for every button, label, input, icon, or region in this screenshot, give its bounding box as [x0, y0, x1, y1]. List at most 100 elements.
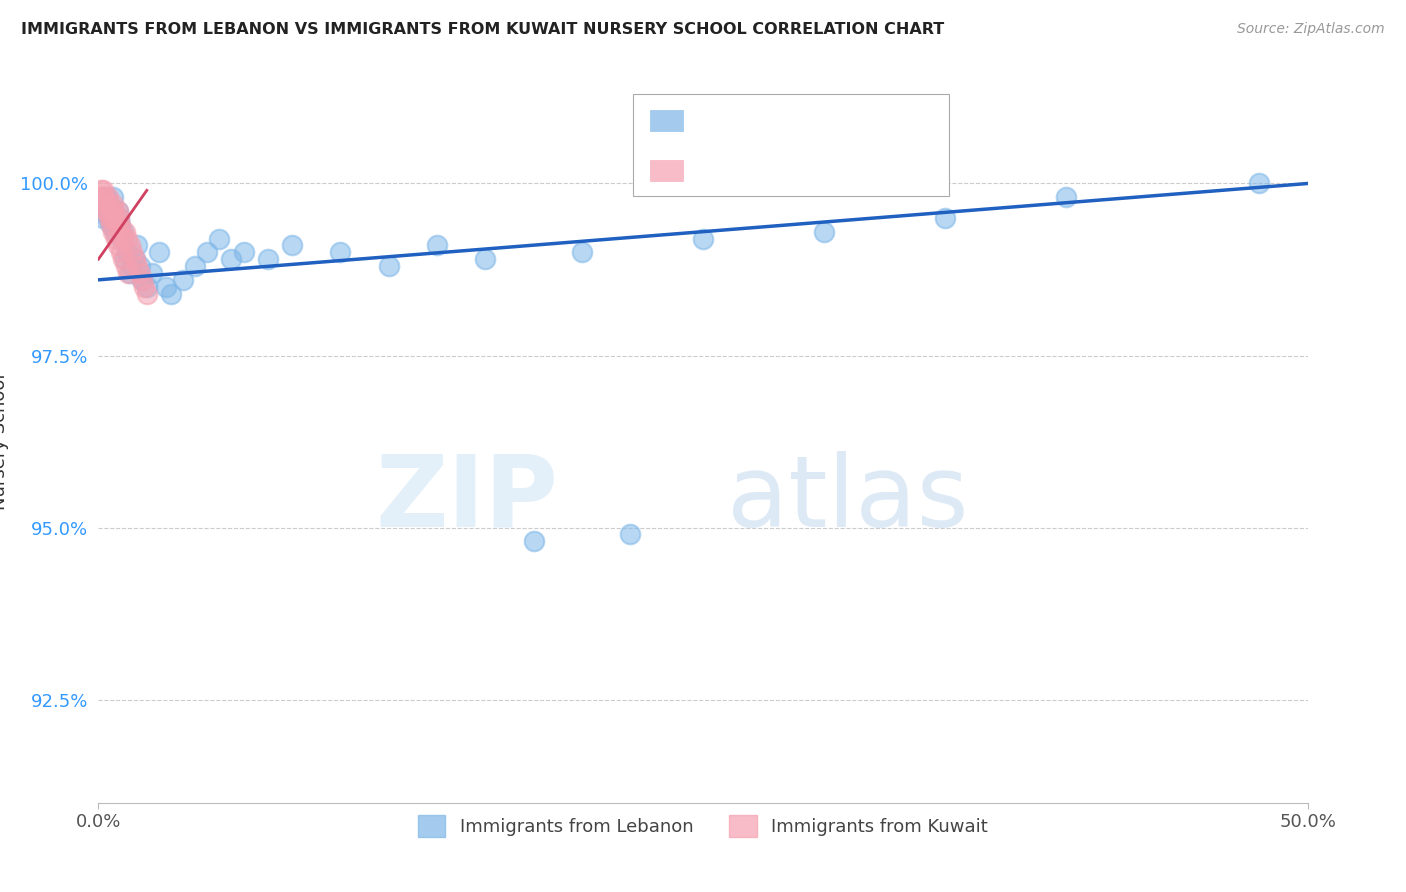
- Point: [96, 204, 118, 219]
- Point: [91, 190, 114, 204]
- Point: [377, 259, 399, 273]
- Point: [103, 225, 125, 239]
- Point: [329, 245, 352, 260]
- Point: [90, 183, 112, 197]
- Point: [1249, 177, 1271, 191]
- Point: [172, 273, 194, 287]
- Point: [104, 231, 127, 245]
- Point: [114, 259, 136, 273]
- Point: [523, 534, 546, 549]
- Legend: Immigrants from Lebanon, Immigrants from Kuwait: Immigrants from Lebanon, Immigrants from…: [411, 808, 995, 845]
- Point: [131, 273, 153, 287]
- Point: [97, 211, 120, 225]
- Point: [91, 211, 114, 225]
- Point: [110, 245, 132, 260]
- Point: [619, 527, 641, 541]
- Point: [96, 204, 118, 219]
- Point: [94, 190, 117, 204]
- Point: [128, 259, 150, 273]
- Text: R = 0.425    N = 42: R = 0.425 N = 42: [689, 169, 896, 187]
- Point: [107, 204, 129, 219]
- Point: [108, 211, 131, 225]
- Point: [184, 259, 207, 273]
- Point: [94, 197, 117, 211]
- Point: [108, 218, 131, 232]
- Point: [108, 211, 131, 225]
- Point: [98, 197, 121, 211]
- Point: [104, 211, 127, 225]
- Point: [111, 225, 134, 239]
- Point: [105, 218, 128, 232]
- Point: [108, 218, 131, 232]
- Point: [141, 266, 163, 280]
- Point: [121, 245, 143, 260]
- Point: [118, 238, 141, 252]
- Point: [112, 252, 135, 267]
- Point: [813, 225, 835, 239]
- Point: [160, 286, 183, 301]
- Point: [127, 238, 149, 252]
- Point: [221, 252, 243, 267]
- Point: [148, 245, 170, 260]
- Point: [104, 225, 127, 239]
- Point: [93, 197, 115, 211]
- Point: [1054, 190, 1077, 204]
- Text: atlas: atlas: [727, 450, 969, 548]
- Point: [97, 211, 120, 225]
- Point: [100, 218, 122, 232]
- Point: [135, 279, 157, 293]
- Point: [474, 252, 496, 267]
- Point: [101, 197, 124, 211]
- Point: [281, 238, 304, 252]
- Point: [110, 231, 132, 245]
- Point: [121, 259, 143, 273]
- Point: [111, 231, 134, 245]
- Point: [93, 197, 115, 211]
- Point: [135, 286, 157, 301]
- Text: IMMIGRANTS FROM LEBANON VS IMMIGRANTS FROM KUWAIT NURSERY SCHOOL CORRELATION CHA: IMMIGRANTS FROM LEBANON VS IMMIGRANTS FR…: [21, 22, 945, 37]
- Point: [96, 204, 118, 219]
- Point: [98, 197, 121, 211]
- Point: [127, 259, 149, 273]
- Point: [131, 273, 153, 287]
- Point: [114, 225, 136, 239]
- Point: [100, 204, 122, 219]
- Point: [256, 252, 278, 267]
- Text: ZIP: ZIP: [375, 450, 558, 548]
- Point: [107, 238, 129, 252]
- Point: [692, 231, 714, 245]
- Point: [105, 218, 128, 232]
- Point: [155, 279, 177, 293]
- Point: [114, 252, 136, 267]
- Point: [124, 252, 146, 267]
- Point: [124, 252, 146, 267]
- Point: [134, 279, 156, 293]
- Point: [232, 245, 254, 260]
- Point: [118, 266, 141, 280]
- Point: [208, 231, 231, 245]
- Point: [90, 190, 112, 204]
- Point: [426, 238, 449, 252]
- Point: [571, 245, 593, 260]
- Text: Source: ZipAtlas.com: Source: ZipAtlas.com: [1237, 22, 1385, 37]
- Text: R = 0.226    N = 51: R = 0.226 N = 51: [689, 119, 896, 137]
- Point: [103, 204, 125, 219]
- Point: [93, 190, 115, 204]
- Point: [100, 218, 122, 232]
- Point: [101, 190, 124, 204]
- Point: [103, 211, 125, 225]
- Point: [117, 231, 139, 245]
- Point: [91, 204, 114, 219]
- Point: [100, 204, 122, 219]
- Point: [110, 225, 132, 239]
- Point: [100, 211, 122, 225]
- Point: [107, 204, 129, 219]
- Y-axis label: Nursery School: Nursery School: [0, 373, 8, 510]
- Point: [117, 245, 139, 260]
- Point: [128, 266, 150, 280]
- Point: [195, 245, 218, 260]
- Point: [117, 266, 139, 280]
- Point: [934, 211, 956, 225]
- Point: [97, 190, 120, 204]
- Point: [91, 183, 114, 197]
